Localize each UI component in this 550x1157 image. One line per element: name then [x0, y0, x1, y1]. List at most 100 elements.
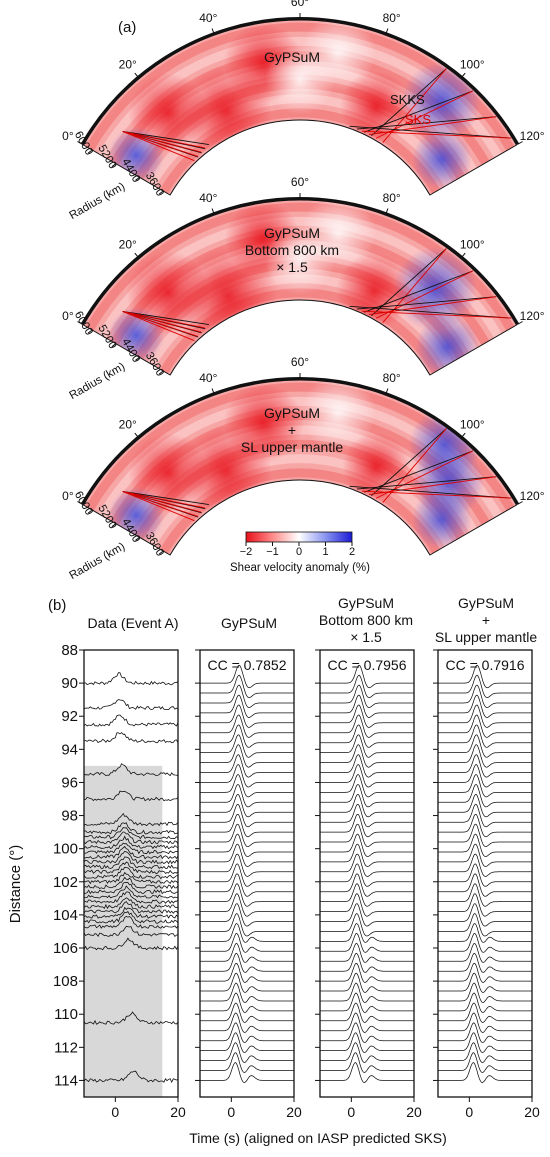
data-trace — [83, 845, 179, 860]
angle-tick-label: 100° — [460, 238, 485, 252]
synthetic-trace — [438, 853, 532, 877]
synthetic-trace — [438, 962, 532, 983]
section-2-title-line-2: Bottom 800 km — [245, 242, 339, 258]
angle-tick-label: 60° — [291, 355, 309, 369]
synthetic-trace — [438, 813, 532, 838]
data-trace — [83, 672, 179, 686]
distance-tick-label: 102 — [53, 874, 78, 891]
angle-tick-label: 20° — [119, 58, 137, 72]
time-tick-label: 0 — [347, 1104, 355, 1120]
sks-ray — [122, 491, 198, 517]
radius-tick — [87, 149, 93, 154]
colorbar-tick-2: 0 — [296, 546, 302, 558]
colorbar-label: Shear velocity anomaly (%) — [230, 562, 370, 574]
synthetic-trace — [438, 694, 532, 718]
skks-ray — [122, 491, 209, 506]
synthetic-trace — [438, 873, 532, 897]
synthetic-trace — [320, 863, 414, 887]
distance-axis-label: Distance (°) — [7, 845, 24, 924]
distance-tick-label: 108 — [53, 973, 78, 990]
data-trace — [83, 822, 179, 835]
synthetic-trace — [320, 664, 414, 689]
data-trace — [83, 925, 179, 938]
synthetic-trace — [200, 734, 294, 758]
trace-panel-frame — [83, 649, 179, 1098]
cc-label: CC = 0.7852 — [208, 657, 287, 673]
synthetic-trace — [200, 1012, 294, 1033]
section-3-title-line-3: SL upper mantle — [241, 439, 343, 455]
sks-ray — [122, 311, 202, 333]
synthetic-trace — [438, 664, 532, 689]
synthetic-trace — [200, 962, 294, 983]
distance-tick-label: 92 — [61, 708, 78, 725]
radius-axis-label: Radius (km) — [67, 361, 127, 402]
section-3-title-line-1: GyPSuM — [264, 405, 320, 421]
skks-ray — [356, 116, 497, 130]
data-trace — [84, 885, 179, 899]
radius-tick — [135, 356, 140, 361]
data-trace — [83, 901, 179, 914]
angle-tick — [460, 252, 466, 259]
section-1-title-line-1: GyPSuM — [264, 49, 320, 65]
angle-tick-label: 20° — [119, 418, 137, 432]
synthetic-trace — [200, 863, 294, 887]
synthetic-trace — [200, 784, 294, 808]
angle-tick — [77, 321, 83, 325]
data-trace — [83, 1011, 179, 1025]
data-trace — [83, 763, 179, 777]
distance-tick-label: 110 — [54, 1006, 78, 1023]
distance-tick-label: 106 — [53, 940, 78, 957]
skks-ray — [364, 90, 474, 133]
synthetic-trace — [200, 1062, 294, 1083]
synthetic-trace — [200, 803, 294, 828]
synthetic-trace — [320, 923, 414, 943]
sks-ray — [122, 311, 198, 337]
column-3-title-line-1: GyPSuM — [338, 595, 394, 611]
synthetic-trace — [200, 674, 294, 698]
angle-tick-label: 60° — [291, 175, 309, 189]
skks-ray — [356, 476, 497, 490]
synthetic-trace — [200, 943, 294, 963]
synthetic-trace — [320, 803, 414, 828]
angle-tick — [134, 432, 140, 439]
synthetic-trace — [320, 714, 414, 738]
angle-tick — [134, 252, 140, 259]
synthetic-trace — [438, 714, 532, 738]
synthetic-trace — [320, 913, 414, 937]
data-trace — [83, 897, 179, 910]
synthetic-trace — [200, 714, 294, 738]
synthetic-trace — [200, 1032, 294, 1053]
skks-ray — [122, 131, 209, 146]
skks-ray — [349, 485, 512, 499]
synthetic-trace — [438, 684, 532, 708]
trace-panel-1: 0 20 — [79, 649, 186, 1120]
angle-tick-label: 0° — [62, 489, 74, 503]
distance-tick-label: 112 — [54, 1039, 78, 1056]
cc-label: CC = 0.7956 — [328, 657, 407, 673]
section-3-anomaly — [342, 432, 411, 501]
angle-tick — [517, 501, 523, 505]
data-trace — [83, 714, 179, 727]
section-2-outline — [82, 199, 518, 376]
column-3-title-line-2: Bottom 800 km — [319, 612, 413, 628]
synthetic-trace — [320, 1012, 414, 1033]
angle-tick — [460, 432, 466, 439]
synthetic-trace — [320, 953, 414, 973]
angle-tick-label: 100° — [460, 58, 485, 72]
skks-ray — [122, 311, 209, 326]
angle-tick-label: 0° — [62, 129, 74, 143]
synthetic-trace — [320, 793, 414, 818]
synthetic-trace — [438, 903, 532, 927]
sks-ray — [122, 131, 202, 153]
data-trace — [83, 906, 179, 919]
synthetic-trace — [320, 833, 414, 857]
radius-tick — [111, 163, 117, 168]
data-trace — [83, 699, 179, 711]
synthetic-trace — [320, 674, 414, 698]
synthetic-trace — [438, 1042, 532, 1063]
data-trace — [83, 732, 179, 744]
synthetic-trace — [200, 754, 294, 778]
angle-tick — [460, 72, 466, 79]
angle-tick — [385, 208, 389, 215]
